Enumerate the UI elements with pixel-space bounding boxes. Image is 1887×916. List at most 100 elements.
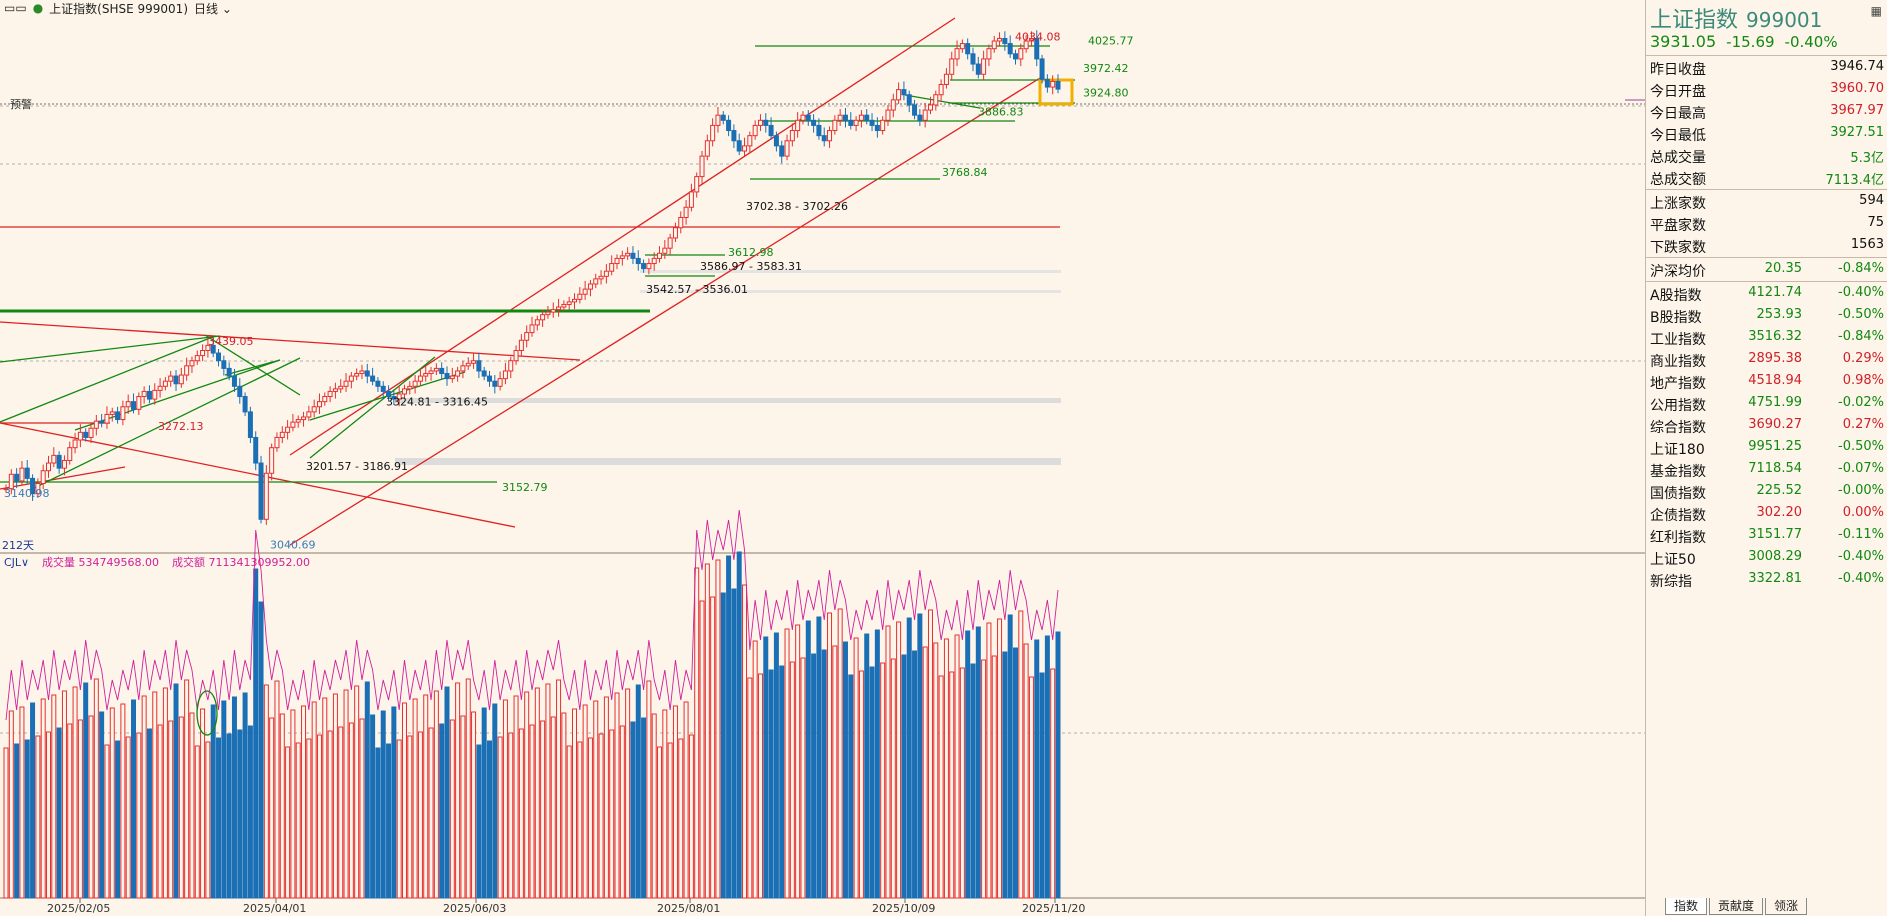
- candle-body: [587, 283, 593, 290]
- volume-bar: [258, 601, 264, 899]
- row-label: 商业指数: [1650, 354, 1706, 370]
- candle-body: [295, 419, 301, 423]
- index-row[interactable]: A股指数 4121.74 -0.40%: [1646, 282, 1887, 304]
- candle-body: [51, 454, 57, 464]
- volume-bar: [896, 621, 902, 899]
- volume-bar: [216, 737, 222, 899]
- volume-bar: [354, 685, 360, 899]
- x-tick-label: 2025/06/03: [443, 902, 506, 915]
- stat-row[interactable]: 总成交量 5.3亿: [1646, 144, 1887, 166]
- volume-bar: [566, 745, 572, 899]
- index-row[interactable]: 公用指数 4751.99 -0.02%: [1646, 392, 1887, 414]
- highlight-ellipse: [196, 690, 218, 736]
- candle-body: [168, 375, 174, 382]
- stat-row[interactable]: 昨日收盘 3946.74: [1646, 56, 1887, 78]
- index-row[interactable]: 红利指数 3151.77 -0.11%: [1646, 524, 1887, 546]
- index-row[interactable]: 综合指数 3690.27 0.27%: [1646, 414, 1887, 436]
- tab-0[interactable]: 指数: [1665, 898, 1708, 915]
- row-value: 3516.32: [1748, 329, 1802, 344]
- stat-row[interactable]: 今日最低 3927.51: [1646, 122, 1887, 144]
- volume-bar: [657, 746, 663, 899]
- amount-line: [5, 509, 1059, 721]
- volume-bar: [194, 745, 200, 899]
- volume-bar: [731, 588, 737, 899]
- candle-body: [550, 309, 556, 313]
- candle-body: [646, 263, 652, 270]
- candle-body: [465, 362, 471, 367]
- stat-row[interactable]: 今日最高 3967.97: [1646, 100, 1887, 122]
- index-row[interactable]: 基金指数 7118.54 -0.07%: [1646, 458, 1887, 480]
- candle-body: [497, 378, 503, 387]
- volume-bar: [864, 633, 870, 899]
- volume-bar: [641, 717, 647, 899]
- candle-body: [768, 124, 774, 137]
- candle-body: [566, 301, 572, 305]
- candle-body: [901, 89, 907, 96]
- stat-row[interactable]: 总成交额 7113.4亿: [1646, 166, 1887, 188]
- candle-body: [316, 401, 322, 408]
- breadth-row[interactable]: 平盘家数 75: [1646, 212, 1887, 234]
- index-row[interactable]: 地产指数 4518.94 0.98%: [1646, 370, 1887, 392]
- breadth-row[interactable]: 下跌家数 1563: [1646, 234, 1887, 256]
- volume-bar: [1023, 643, 1029, 899]
- volume-bar: [672, 705, 678, 899]
- row-label: 今日最高: [1650, 106, 1706, 122]
- candle-body: [444, 373, 450, 380]
- grid-icon[interactable]: ▦: [1870, 4, 1882, 18]
- volume-bar: [598, 733, 604, 899]
- index-row[interactable]: 新综指 3322.81 -0.40%: [1646, 568, 1887, 590]
- row-value: 75: [1867, 215, 1884, 230]
- volume-bar: [540, 720, 546, 899]
- row-label: 昨日收盘: [1650, 62, 1706, 78]
- candle-body: [322, 396, 328, 403]
- index-row[interactable]: B股指数 253.93 -0.50%: [1646, 304, 1887, 326]
- candle-body: [200, 350, 206, 357]
- volume-indicator-name: CJL∨: [4, 556, 29, 569]
- volume-bar: [949, 671, 955, 899]
- candle-body: [99, 420, 105, 424]
- volume-bar: [609, 729, 615, 899]
- row-value: 302.20: [1756, 505, 1803, 520]
- candle-body: [67, 447, 73, 461]
- breadth-row[interactable]: 上涨家数 594: [1646, 190, 1887, 212]
- candle-body: [593, 278, 599, 285]
- pattern-line: [224, 359, 281, 376]
- index-row[interactable]: 商业指数 2895.38 0.29%: [1646, 348, 1887, 370]
- row-pct: 0.27%: [1842, 417, 1884, 432]
- candle-body: [1018, 48, 1024, 60]
- index-row[interactable]: 企债指数 302.20 0.00%: [1646, 502, 1887, 524]
- candle-body: [30, 477, 36, 495]
- candle-body: [699, 155, 705, 178]
- candle-body: [641, 263, 647, 270]
- row-pct: -0.50%: [1838, 439, 1884, 454]
- candle-body: [508, 360, 514, 372]
- volume-bar: [189, 712, 195, 899]
- volume-bar: [327, 730, 333, 899]
- status-dot-icon: ●: [32, 1, 44, 15]
- tab-2[interactable]: 领涨: [1765, 898, 1808, 915]
- volume-bar: [874, 629, 880, 899]
- candle-body: [56, 454, 62, 469]
- volume-bar: [449, 719, 455, 899]
- stat-row[interactable]: 今日开盘 3960.70: [1646, 78, 1887, 100]
- index-row[interactable]: 国债指数 225.52 -0.00%: [1646, 480, 1887, 502]
- volume-bar: [959, 667, 965, 899]
- tab-1[interactable]: 贡献度: [1709, 898, 1764, 915]
- candle-body: [811, 119, 817, 126]
- volume-bar: [364, 681, 370, 899]
- period-selector[interactable]: 日线 ⌄: [194, 0, 232, 17]
- volume-bar: [1039, 672, 1045, 899]
- layout-icon[interactable]: ▭▭: [4, 1, 27, 15]
- kline-chart[interactable]: 4034.08 4025.77 3972.42 3924.80 3886.83 3768.…: [0, 0, 1645, 916]
- index-row[interactable]: 上证180 9951.25 -0.50%: [1646, 436, 1887, 458]
- volume-bar: [901, 654, 907, 899]
- index-row[interactable]: 上证50 3008.29 -0.40%: [1646, 546, 1887, 568]
- volume-bar: [593, 700, 599, 899]
- candle-body: [407, 385, 413, 390]
- candle-body: [683, 206, 689, 218]
- volume-bar: [747, 677, 753, 899]
- volume-bar: [168, 720, 174, 899]
- row-label: 上涨家数: [1650, 196, 1706, 212]
- index-row[interactable]: 工业指数 3516.32 -0.84%: [1646, 326, 1887, 348]
- avg-price-row[interactable]: 沪深均价 20.35 -0.84%: [1646, 258, 1887, 280]
